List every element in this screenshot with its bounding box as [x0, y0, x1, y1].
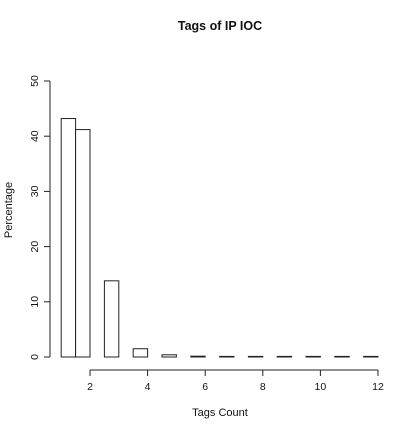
y-tick-label: 20 [29, 241, 41, 253]
histogram-bar-6 [190, 355, 206, 358]
histogram-bar-4 [132, 348, 149, 358]
bars-group [60, 118, 379, 358]
y-axis: 0 10 20 30 40 50 [29, 75, 51, 360]
x-tick-label: 2 [87, 381, 93, 393]
histogram-bar-10 [305, 355, 321, 358]
x-tick-label: 12 [372, 381, 384, 393]
histogram-bar-2 [75, 129, 91, 358]
x-tick-label: 8 [260, 381, 266, 393]
histogram-bar-7 [219, 355, 235, 358]
histogram-bar-11 [334, 355, 350, 358]
y-tick-label: 40 [29, 130, 41, 142]
x-axis-label: Tags Count [192, 407, 248, 419]
histogram-bar-8 [247, 355, 264, 358]
histogram-bar-3 [103, 280, 120, 358]
y-tick-label: 50 [29, 75, 41, 87]
x-tick-label: 4 [145, 381, 151, 393]
histogram-bar-5 [161, 354, 177, 358]
histogram-bar-12 [363, 355, 379, 358]
chart-title: Tags of IP IOC [178, 19, 262, 33]
x-axis: 2 4 6 8 10 12 [87, 369, 384, 393]
x-tick-label: 6 [202, 381, 208, 393]
y-tick-label: 30 [29, 185, 41, 197]
y-tick-label: 0 [29, 354, 41, 360]
y-tick-label: 10 [29, 296, 41, 308]
histogram-bar-1 [60, 118, 77, 358]
histogram-bar-9 [276, 355, 293, 358]
y-axis-label: Percentage [3, 182, 15, 238]
x-tick-label: 10 [315, 381, 327, 393]
